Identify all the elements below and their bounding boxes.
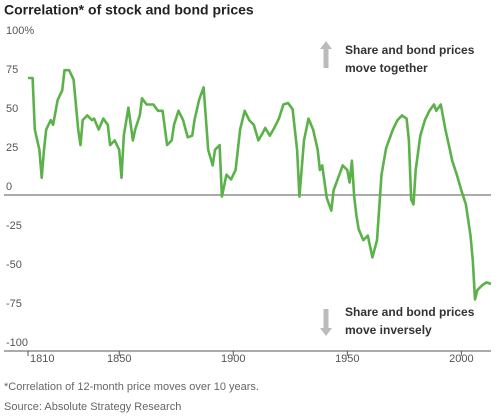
source: Source: Absolute Strategy Research bbox=[4, 401, 181, 413]
x-tick-label: 1850 bbox=[107, 353, 131, 365]
arrow-down bbox=[320, 309, 332, 336]
x-tick-label: 1950 bbox=[335, 353, 359, 365]
y-tick-label: -50 bbox=[6, 259, 22, 271]
footnote: *Correlation of 12-month price moves ove… bbox=[4, 381, 259, 393]
x-tick-label: 1900 bbox=[221, 353, 245, 365]
annotation: Share and bond prices bbox=[345, 43, 475, 57]
chart-title: Correlation* of stock and bond prices bbox=[4, 2, 254, 18]
y-tick-label: 75 bbox=[6, 64, 18, 76]
y-tick-label: 0 bbox=[6, 181, 12, 193]
x-tick-label: 1810 bbox=[30, 353, 54, 365]
annotation: move together bbox=[345, 61, 428, 75]
y-tick-label: 25 bbox=[6, 142, 18, 154]
y-tick-label: -25 bbox=[6, 220, 22, 232]
arrow-up bbox=[320, 41, 332, 68]
y-tick-label: 50 bbox=[6, 103, 18, 115]
annotation: move inversely bbox=[345, 323, 432, 337]
y-tick-label: -100 bbox=[6, 337, 28, 349]
series-line bbox=[28, 68, 492, 301]
x-tick-label: 2000 bbox=[449, 353, 473, 365]
y-tick-label: 100% bbox=[6, 25, 34, 37]
y-tick-label: -75 bbox=[6, 298, 22, 310]
annotation: Share and bond prices bbox=[345, 305, 475, 319]
